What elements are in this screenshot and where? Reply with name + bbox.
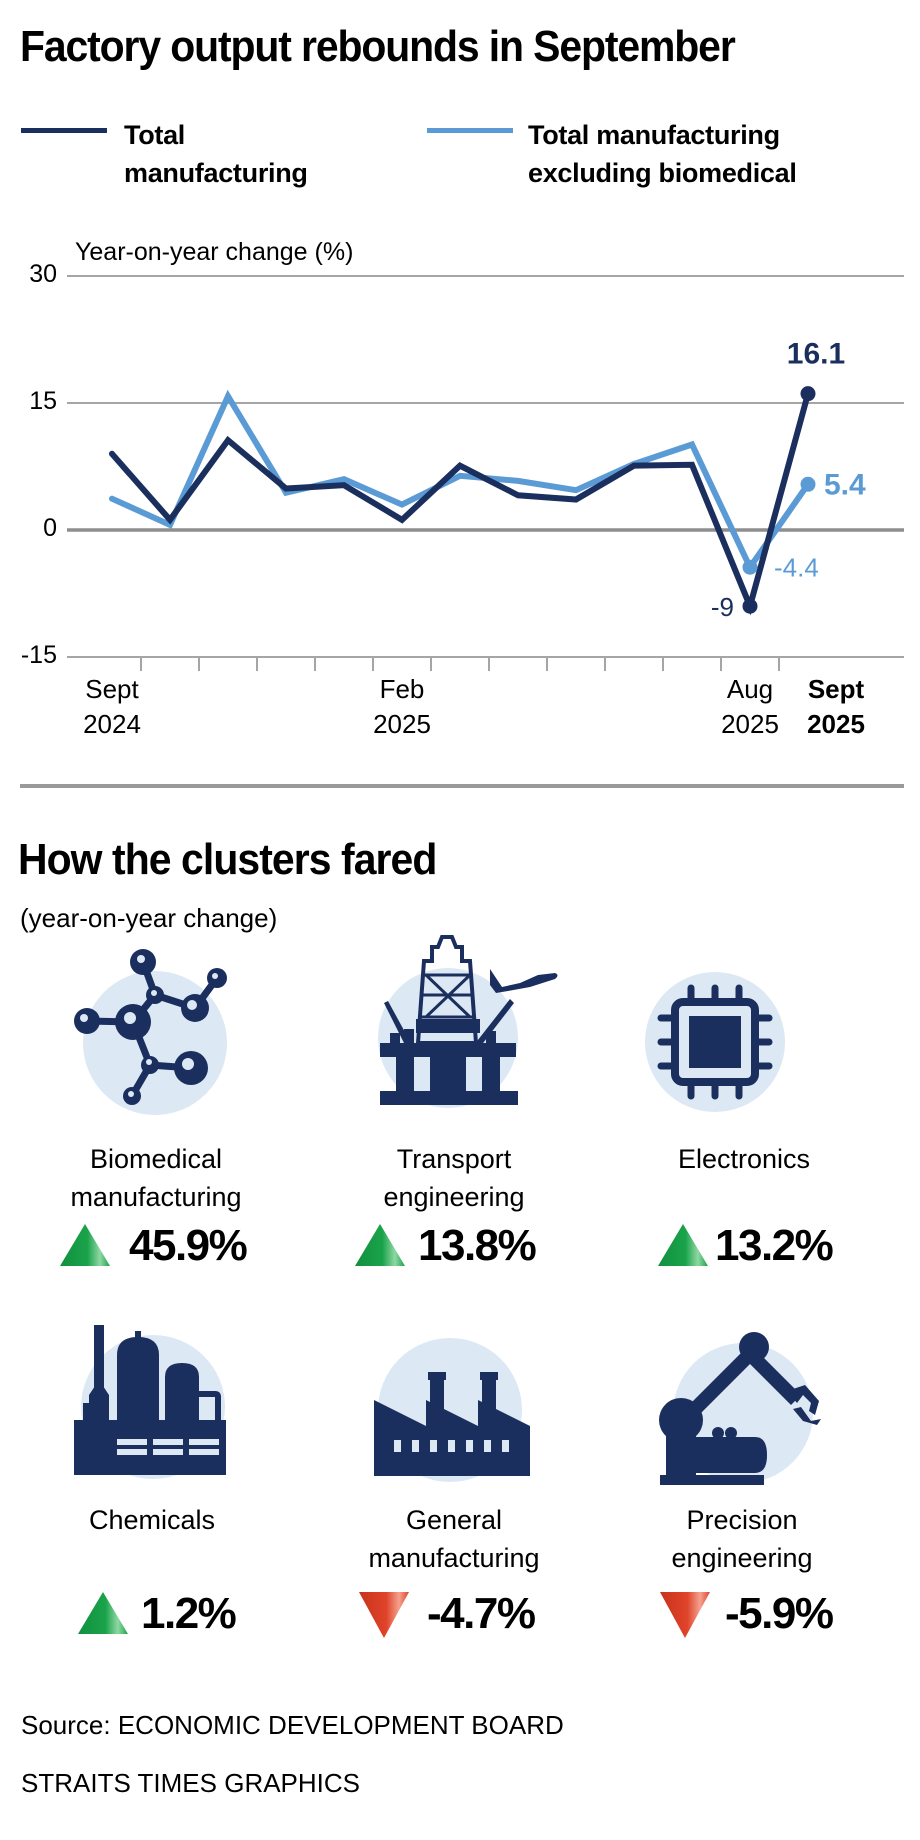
data-label: -4.4 [774,552,819,582]
cluster-label-line: Electronics [677,1144,811,1174]
cluster-label-chemicals: Chemicals [22,1501,282,1539]
legend-label-line: Total manufacturing [528,120,780,150]
clusters-subheading: (year-on-year change) [20,903,278,933]
cluster-label-line: Chemicals [88,1505,216,1535]
up-arrow-icon [78,1592,128,1634]
legend-label-total: Total manufacturing [124,116,308,192]
y-tick-label: 30 [29,260,57,288]
cluster-label-line: manufacturing [70,1182,242,1212]
legend-label-line: excluding biomedical [528,158,797,188]
up-arrow-icon [355,1224,405,1266]
chart-title: Factory output rebounds in September [20,22,736,71]
cluster-value: 13.8% [418,1221,537,1270]
molecule-icon [74,949,227,1115]
cluster-value: 13.2% [715,1221,834,1270]
cluster-icon-biomedical [65,940,245,1130]
oil-rig-airplane-icon [378,935,558,1108]
cluster-icon-transport [370,935,558,1125]
down-arrow-icon [359,1592,409,1638]
legend-label-line: manufacturing [124,158,308,188]
y-tick-label: -15 [20,641,57,669]
source-note: Source: ECONOMIC DEVELOPMENT BOARD [21,1710,564,1740]
x-tick-label: Aug 2025 [690,672,810,742]
cluster-label-line: manufacturing [368,1543,540,1573]
clusters-heading: How the clusters fared [18,835,437,884]
x-tick-label-year: 2025 [721,709,779,739]
up-arrow-icon [60,1224,110,1266]
x-tick-label-year: 2024 [83,709,141,739]
cluster-icon-electronics [625,940,805,1130]
factory-icon [374,1338,530,1482]
data-point-marker [742,559,758,575]
x-tick-label-month: Sept [807,674,865,704]
y-tick-label: 15 [29,387,57,415]
legend-swatch-excl-biomedical [427,128,513,133]
cluster-label-line: General [405,1505,503,1535]
down-arrow-icon [660,1592,710,1638]
data-point-marker [800,386,816,402]
x-tick-label: Sept 2024 [52,672,172,742]
x-tick-label-month: Feb [379,674,425,704]
up-arrow-icon [658,1224,708,1266]
data-label: 16.1 [787,338,845,371]
legend-label-excl-biomedical: Total manufacturing excluding biomedical [528,116,797,192]
y-axis-title: Year-on-year change (%) [75,238,354,266]
cluster-icon-chemicals [65,1325,245,1515]
cluster-value: -4.7% [427,1589,536,1638]
y-tick-label: 0 [43,514,57,542]
x-tick-label-month: Aug [726,674,774,704]
cluster-label-line: Precision [686,1505,798,1535]
series-line-total-manufacturing [109,390,811,616]
series-line-excl-biomedical [109,389,811,574]
legend-swatch-total [21,128,107,133]
section-divider [20,784,904,788]
cluster-label-biomedical: Biomedical manufacturing [26,1140,286,1216]
microchip-icon [645,972,785,1112]
cluster-label-transport: Transport engineering [324,1140,584,1216]
x-tick-label-year: 2025 [373,709,431,739]
cluster-label-line: Biomedical [89,1144,223,1174]
cluster-value: -5.9% [725,1589,834,1638]
cluster-value: 45.9% [129,1221,248,1270]
cluster-label-line: engineering [671,1543,813,1573]
cluster-label-electronics: Electronics [614,1140,874,1178]
data-label: -9 [711,592,734,622]
cluster-label-general: General manufacturing [324,1501,584,1577]
x-tick-label-year: 2025 [807,709,865,739]
legend-label-line: Total [124,120,185,150]
cluster-label-line: Transport [396,1144,512,1174]
cluster-value: 1.2% [141,1589,237,1638]
data-point-marker [800,476,816,492]
robotic-arm-icon [659,1332,821,1485]
x-tick-label: Sept 2025 [776,672,896,742]
x-tick-label: Feb 2025 [342,672,462,742]
x-tick-label-month: Sept [85,674,139,704]
data-label: 5.4 [824,468,866,501]
cluster-label-line: engineering [383,1182,525,1212]
chemical-plant-icon [74,1325,226,1479]
line-chart: 16.1 5.4 -9 -4.4 [67,275,904,671]
cluster-label-precision: Precision engineering [612,1501,872,1577]
cluster-icon-precision [655,1325,835,1515]
data-point-marker [742,598,758,614]
credit-line: STRAITS TIMES GRAPHICS [21,1768,361,1798]
cluster-icon-general [370,1330,550,1520]
